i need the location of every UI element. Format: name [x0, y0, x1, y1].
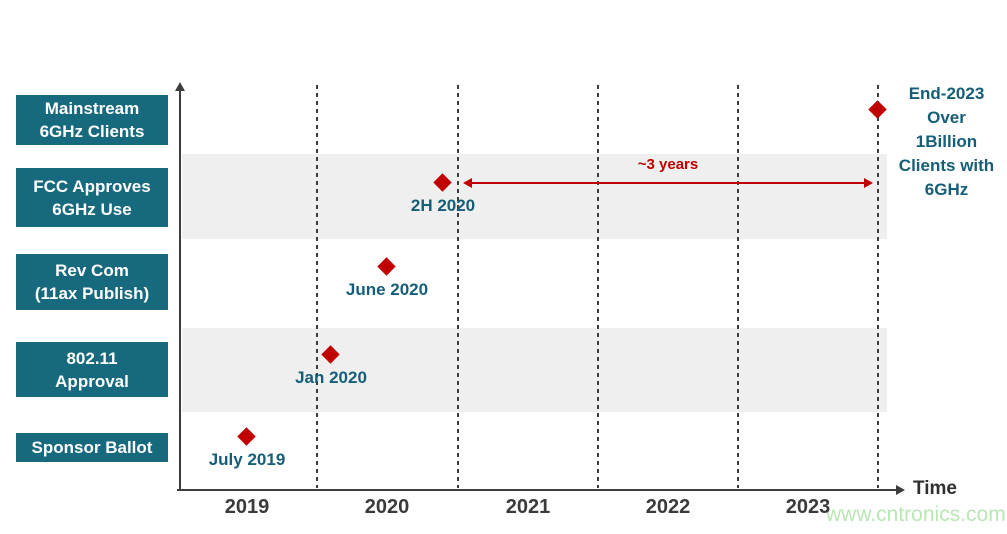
y-axis-arrowhead-icon — [175, 82, 185, 91]
arrowhead-right-icon — [864, 178, 873, 188]
x-axis-arrowhead-icon — [896, 485, 905, 495]
category-label-0: Mainstream 6GHz Clients — [16, 95, 168, 145]
arrowhead-left-icon — [463, 178, 472, 188]
year-gridline-2022 — [597, 85, 599, 488]
x-tick-label-2022: 2022 — [645, 496, 691, 518]
year-gridline-2021 — [457, 85, 459, 488]
y-axis-line — [179, 89, 181, 490]
milestone-diamond-icon — [377, 257, 396, 276]
row-band-1 — [182, 154, 887, 239]
x-tick-label-2020: 2020 — [364, 496, 410, 518]
x-tick-label-2021: 2021 — [505, 496, 551, 518]
category-label-1: FCC Approves 6GHz Use — [16, 168, 168, 227]
year-gridline-2020 — [316, 85, 318, 488]
year-gridline-2023 — [737, 85, 739, 488]
x-tick-label-2019: 2019 — [224, 496, 270, 518]
milestone-diamond-icon — [868, 100, 887, 119]
milestone-label: July 2019 — [208, 450, 286, 469]
watermark-text: www.cntronics.com — [826, 503, 1006, 526]
x-tick-label-2023: 2023 — [785, 496, 831, 518]
row-band-3 — [182, 328, 887, 412]
milestone-diamond-icon — [237, 427, 256, 446]
time-axis-label: Time — [913, 478, 958, 499]
category-label-4: Sponsor Ballot — [16, 433, 168, 462]
milestone-label: Jan 2020 — [295, 368, 367, 387]
x-axis-line — [177, 489, 898, 491]
three-years-arrow-line — [465, 182, 871, 184]
milestone-label: 2H 2020 — [410, 196, 476, 215]
category-label-3: 802.11 Approval — [16, 342, 168, 397]
end-2023-annotation: End-2023 Over 1Billion Clients with 6GHz — [898, 84, 995, 199]
three-years-label: ~3 years — [637, 156, 699, 173]
year-gridline-2024 — [877, 85, 879, 488]
category-label-2: Rev Com (11ax Publish) — [16, 254, 168, 310]
milestone-label: June 2020 — [345, 280, 429, 299]
